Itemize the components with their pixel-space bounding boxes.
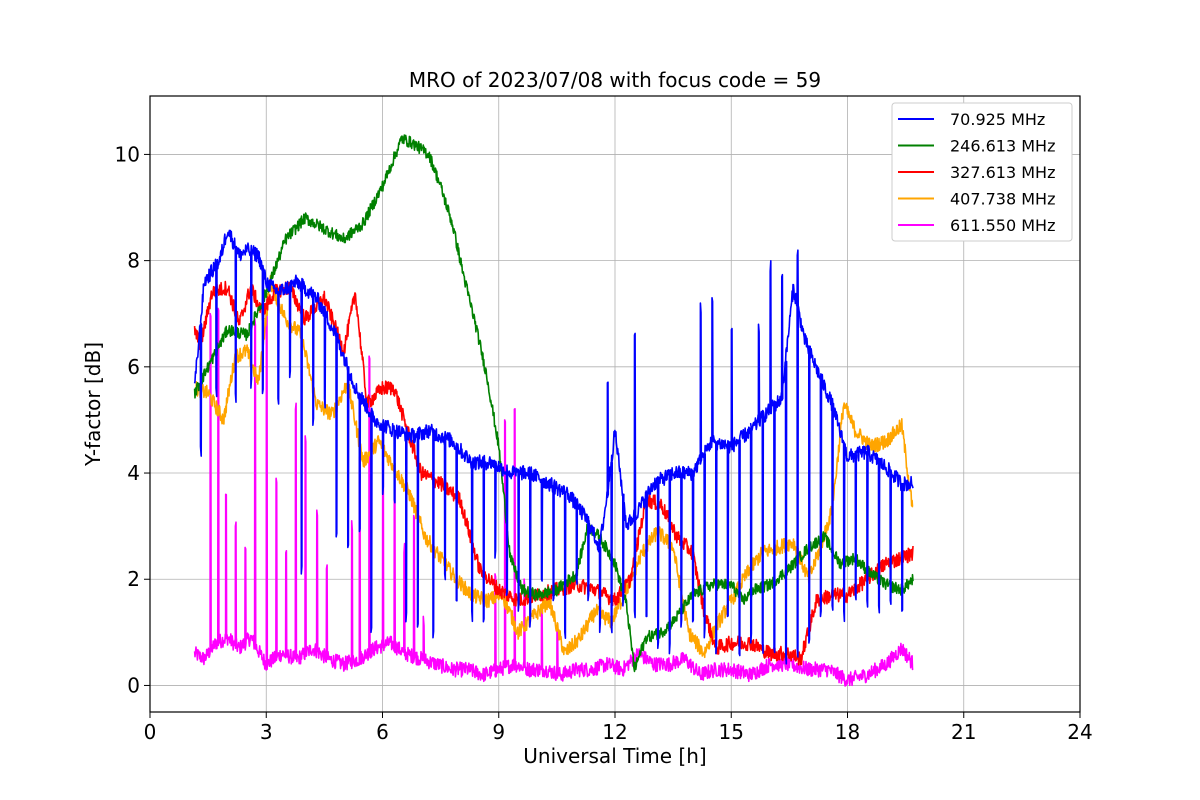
series-line-0 xyxy=(193,229,914,665)
y-tick-label: 8 xyxy=(127,249,140,273)
x-tick-label: 3 xyxy=(260,720,273,744)
legend-label-3: 407.738 MHz xyxy=(950,190,1055,209)
grid xyxy=(149,96,1081,712)
y-tick-label: 0 xyxy=(127,673,140,697)
chart-title: MRO of 2023/07/08 with focus code = 59 xyxy=(409,68,821,92)
x-tick-label: 24 xyxy=(1067,720,1092,744)
x-tick-label: 9 xyxy=(492,720,505,744)
y-tick-label: 2 xyxy=(127,567,140,591)
legend-box xyxy=(891,102,1073,242)
legend: 70.925 MHz 246.613 MHz 327.613 MHz 407.738 … xyxy=(891,102,1073,242)
legend-label-4: 611.550 MHz xyxy=(950,216,1055,235)
x-tick-label: 21 xyxy=(951,720,976,744)
legend-label-2: 327.613 MHz xyxy=(950,163,1055,182)
series-layer xyxy=(193,134,914,687)
x-tick-label: 18 xyxy=(835,720,860,744)
x-tick-label: 12 xyxy=(602,720,627,744)
x-tick-label: 0 xyxy=(144,720,157,744)
legend-label-1: 246.613 MHz xyxy=(950,137,1055,156)
y-tick-label: 6 xyxy=(127,355,140,379)
x-tick-label: 6 xyxy=(376,720,389,744)
legend-label-0: 70.925 MHz xyxy=(950,110,1045,129)
x-axis-label: Universal Time [h] xyxy=(523,744,706,768)
y-tick-label: 4 xyxy=(127,461,140,485)
series-line-4 xyxy=(193,302,914,687)
y-tick-label: 10 xyxy=(115,142,140,166)
y-axis-label: Y-factor [dB] xyxy=(81,342,105,467)
legend-entries: 70.925 MHz 246.613 MHz 327.613 MHz 407.738 … xyxy=(898,110,1055,235)
x-tick-label: 15 xyxy=(719,720,744,744)
